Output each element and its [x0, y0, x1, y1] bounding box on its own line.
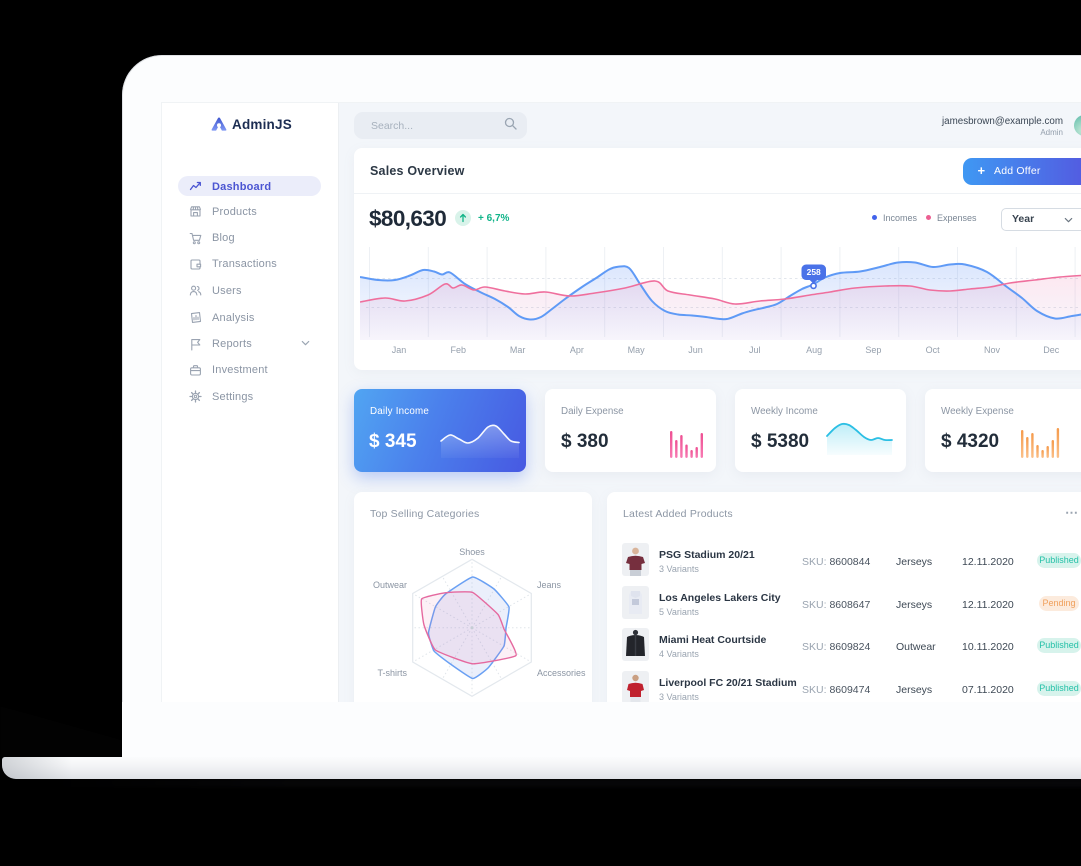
svg-text:258: 258 [807, 267, 821, 277]
